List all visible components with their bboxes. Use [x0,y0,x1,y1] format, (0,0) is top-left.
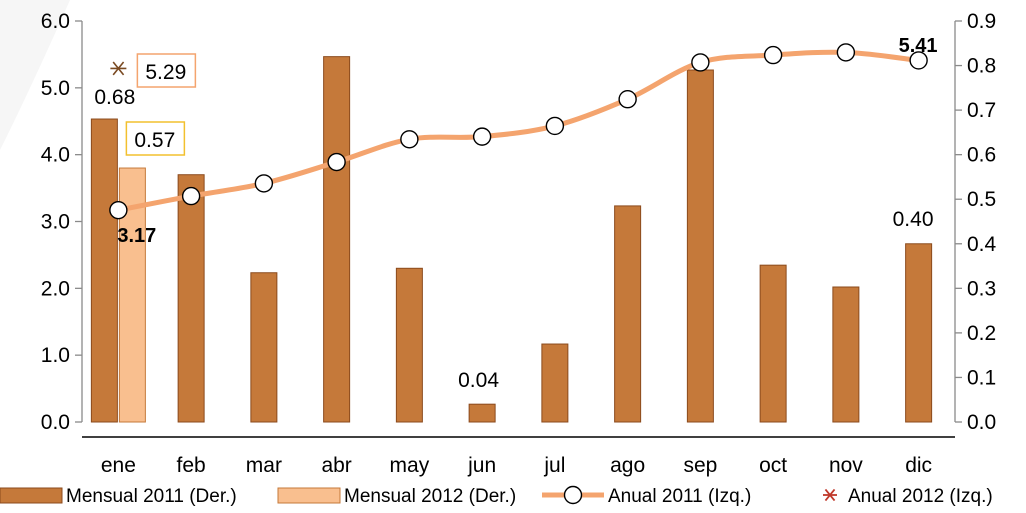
bar-mensual-2011 [250,272,278,423]
bars [90,56,933,423]
bar-mensual-2011 [541,343,569,423]
point-anual-2011 [400,130,419,149]
annual-line [109,43,928,220]
background-sheen [0,0,70,150]
marker-anual-2012-stroke [112,61,125,76]
legend-label: Mensual 2012 (Der.) [344,486,516,507]
right-axis-tick-label: 0.6 [967,144,996,167]
x-axis-tick-label: sep [683,454,717,477]
data-label: 0.04 [458,369,499,392]
data-label: 5.41 [899,35,938,57]
bar-mensual-2011 [759,264,787,423]
x-axis-tick-label: nov [829,454,863,477]
data-label: 0.40 [893,208,934,231]
left-axis-tick-label: 5.0 [41,77,70,100]
bar-mensual-2011 [323,56,351,423]
left-axis-tick-label: 6.0 [41,10,70,33]
point-anual-2011 [181,186,201,206]
bar-mensual-2011 [177,174,205,423]
x-axis-tick-label: dic [905,454,932,477]
x-axis-tick-label: ago [610,454,645,477]
x-axis-tick-label: abr [321,454,351,477]
legend: Mensual 2011 (Der.) Mensual 2012 (Der.) An… [0,485,993,507]
data-label: 0.57 [134,129,175,152]
left-axis-tick-label: 3.0 [41,211,70,234]
data-label: 0.68 [94,86,135,109]
point-anual-2011 [472,127,492,146]
point-anual-2011 [836,43,856,62]
data-label: 5.29 [145,61,186,84]
left-axis-tick-label: 0.0 [41,411,70,434]
point-anual-2011 [327,152,346,172]
legend-label: Anual 2012 (Izq.) [848,486,993,507]
bar-mensual-2011 [686,69,714,423]
right-axis-tick-label: 0.8 [967,55,996,78]
point-anual-2011 [545,116,565,136]
legend-swatch-bar [277,487,341,504]
legend-swatch-point [563,485,583,505]
line-anual-2011 [115,49,922,213]
left-axis-tick-label: 1.0 [41,344,70,367]
left-axis-tick-label: 4.0 [41,144,70,167]
right-axis-tick-label: 0.3 [967,277,996,300]
point-anual-2011 [109,200,128,220]
point-anual-2011 [618,89,637,109]
left-axis-tick-label: 2.0 [41,277,70,300]
data-labels: 0.68 0.57 5.29 3.17 0.04 0.40 5.41 [94,35,937,392]
bar-mensual-2011 [614,205,642,423]
point-anual-2011 [763,45,783,65]
legend-swatch-bar [0,487,63,504]
point-anual-2011 [691,53,710,72]
right-axis-tick-label: 0.0 [967,411,996,434]
right-axis-tick-label: 0.9 [967,10,996,33]
legend-swatch-marker [823,488,837,502]
x-axis-tick-label: jun [467,454,496,477]
bar-mensual-2011 [468,403,496,423]
point-anual-2011 [909,51,928,70]
data-label: 3.17 [117,225,156,247]
point-anual-2011 [254,174,274,193]
right-axis-tick-label: 0.5 [967,188,996,211]
right-axis-tick-label: 0.4 [967,233,997,256]
legend-label: Mensual 2011 (Der.) [66,486,237,507]
right-axis-tick-label: 0.7 [967,99,996,122]
x-axis-tick-label: ene [101,454,136,477]
x-axis-tick-label: oct [759,454,787,477]
x-axis-tick-label: feb [177,454,206,477]
marker-anual-2012 [110,61,127,76]
x-axis-tick-label: may [390,454,430,477]
bar-mensual-2011 [905,243,933,423]
legend-swatch-marker-stroke [824,488,836,502]
data-label-box [136,53,197,88]
axes: 0.0 1.0 2.0 3.0 4.0 5.0 6.0 0.0 0.1 0.2 0.3 0.4 0.5 0… [41,10,997,477]
right-axis-tick-label: 0.2 [967,322,996,345]
data-label-box [125,121,186,156]
bar-mensual-2011 [832,286,860,423]
bar-mensual-2011 [90,118,118,423]
right-axis-tick-label: 0.1 [967,366,996,389]
x-axis-tick-label: jul [543,454,565,477]
legend-label: Anual 2011 (Izq.) [608,486,751,507]
bar-mensual-2011 [395,267,423,423]
x-axis-tick-label: mar [246,454,282,477]
